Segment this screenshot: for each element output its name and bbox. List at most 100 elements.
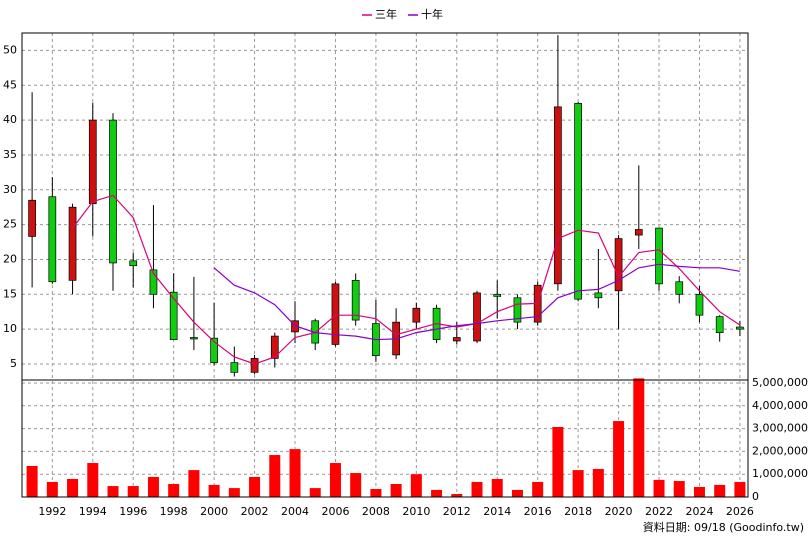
- y2-tick-label: 3,000,000: [752, 422, 808, 435]
- volume-bar: [714, 484, 726, 497]
- x-tick-label: 1996: [119, 505, 147, 518]
- volume-bar: [491, 478, 503, 497]
- y2-tick-label: 0: [752, 490, 759, 503]
- x-tick-label: 2022: [645, 505, 673, 518]
- volume-bar: [269, 455, 281, 497]
- y2-tick-label: 2,000,000: [752, 444, 808, 457]
- candle-body: [88, 119, 97, 205]
- volume-bar: [390, 484, 402, 497]
- candle-body: [554, 106, 562, 285]
- x-tick-label: 2026: [726, 505, 754, 518]
- y-tick-label: 35: [3, 148, 17, 161]
- x-tick-label: 2012: [443, 505, 471, 518]
- candle-body: [250, 358, 259, 373]
- source-note: 資料日期: 09/18 (Goodinfo.tw): [643, 520, 804, 534]
- candle-body: [331, 283, 340, 345]
- candle-body: [473, 292, 481, 342]
- volume-bar: [471, 481, 483, 497]
- volume-bar: [249, 476, 261, 497]
- candle-body: [715, 316, 724, 333]
- volume-bar: [572, 470, 584, 497]
- y-tick-label: 40: [3, 113, 17, 126]
- x-tick-label: 2004: [281, 505, 309, 518]
- volume-bar: [431, 489, 443, 497]
- candle-body: [270, 335, 279, 359]
- candle-body: [149, 269, 158, 295]
- volume-bar: [693, 486, 705, 497]
- volume-bar: [350, 473, 362, 497]
- candle-body: [48, 196, 57, 283]
- volume-bar: [532, 481, 544, 497]
- y-tick-label: 50: [3, 43, 17, 56]
- y-tick-label: 45: [3, 78, 17, 91]
- x-tick-label: 2006: [321, 505, 349, 518]
- candle-body: [675, 281, 684, 295]
- y2-tick-label: 1,000,000: [752, 467, 808, 480]
- x-tick-label: 2014: [483, 505, 511, 518]
- x-tick-label: 2010: [402, 505, 430, 518]
- volume-bar: [592, 468, 604, 497]
- volume-bar: [653, 479, 665, 497]
- candle-body: [28, 199, 36, 237]
- legend-label: 三年: [375, 7, 397, 21]
- y2-tick-label: 4,000,000: [752, 399, 808, 412]
- candle-body: [513, 297, 522, 323]
- candle-body: [109, 119, 117, 264]
- y2-tick-label: 5,000,000: [752, 376, 808, 389]
- y-tick-label: 30: [3, 183, 17, 196]
- candle-body: [695, 293, 704, 316]
- candle-body: [655, 227, 663, 285]
- x-tick-label: 2000: [200, 505, 228, 518]
- x-tick-label: 1994: [79, 505, 107, 518]
- volume-bar: [127, 486, 139, 497]
- x-tick-label: 2018: [564, 505, 592, 518]
- volume-bar: [511, 489, 523, 497]
- volume-bar: [410, 474, 422, 497]
- candle-body: [169, 291, 178, 340]
- volume-bar: [289, 449, 301, 497]
- y-tick-label: 20: [3, 252, 17, 265]
- volume-bar: [87, 463, 99, 497]
- x-tick-label: 2016: [524, 505, 552, 518]
- volume-bar: [552, 426, 564, 497]
- candle-body: [634, 229, 643, 236]
- candle-body: [452, 337, 461, 342]
- y-tick-label: 15: [3, 287, 17, 300]
- x-tick-label: 2020: [605, 505, 633, 518]
- volume-bar: [188, 470, 200, 497]
- plot-frame: [21, 32, 749, 498]
- ma-line: [72, 194, 741, 365]
- x-tick-label: 1998: [160, 505, 188, 518]
- candle-body: [190, 337, 198, 340]
- volume-bar: [734, 481, 746, 497]
- candle-body: [351, 280, 360, 321]
- volume-bar: [147, 476, 159, 497]
- candle-body: [210, 337, 218, 363]
- x-tick-label: 2008: [362, 505, 390, 518]
- candle-body: [68, 206, 77, 281]
- candle-body: [614, 238, 623, 292]
- ma-line: [213, 263, 741, 341]
- volume-bar: [329, 463, 341, 497]
- candle-body: [493, 293, 502, 297]
- candle-body: [574, 103, 582, 300]
- y-tick-label: 5: [10, 357, 17, 370]
- volume-bar: [26, 465, 38, 497]
- candle-body: [594, 292, 603, 299]
- volume-bar: [451, 494, 463, 497]
- x-tick-label: 2002: [241, 505, 269, 518]
- x-tick-label: 1992: [38, 505, 66, 518]
- volume-bar: [208, 484, 220, 497]
- volume-bar: [107, 486, 119, 497]
- volume-bar: [613, 421, 625, 497]
- y-tick-label: 10: [3, 322, 17, 335]
- volume-bar: [168, 484, 180, 497]
- volume-bar: [228, 488, 240, 497]
- candle-body: [129, 260, 138, 267]
- volume-bar: [46, 481, 58, 497]
- candle-body: [412, 307, 421, 323]
- x-tick-label: 2024: [685, 505, 713, 518]
- legend-label: 十年: [421, 7, 443, 21]
